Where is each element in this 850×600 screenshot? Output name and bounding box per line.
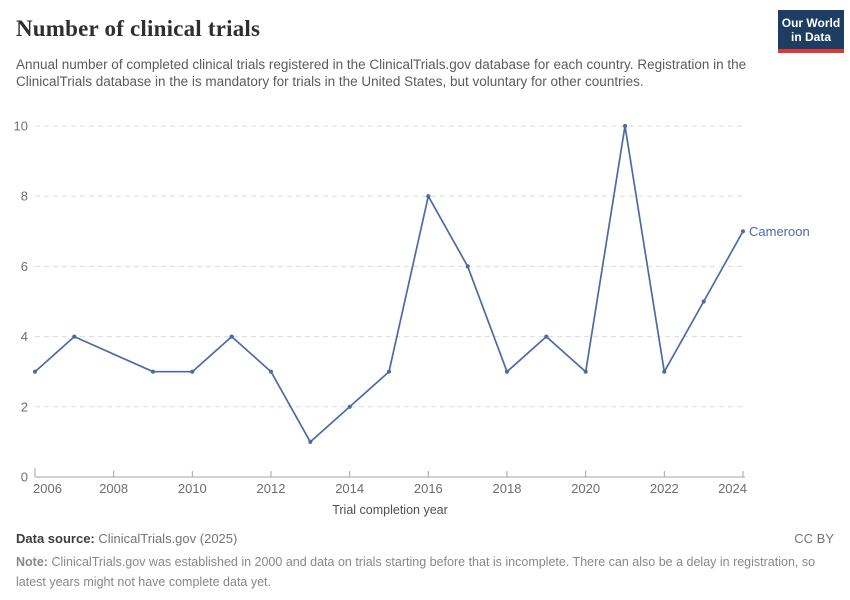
data-point[interactable]	[622, 123, 628, 129]
data-point[interactable]	[150, 369, 156, 374]
license-link[interactable]: CC BY	[794, 531, 834, 546]
owid-logo[interactable]: Our World in Data	[778, 10, 844, 53]
x-axis	[34, 468, 745, 478]
chart-footer: Data source: ClinicalTrials.gov (2025) C…	[16, 531, 834, 592]
y-tick-label: 0	[21, 470, 28, 485]
data-point[interactable]	[229, 334, 234, 339]
y-tick-label: 6	[21, 259, 28, 274]
y-tick-label: 4	[21, 329, 28, 344]
x-tick-label: 2016	[414, 481, 443, 496]
footer-note: Note: ClinicalTrials.gov was established…	[16, 552, 834, 592]
y-axis-labels: 0 2 4 6 8 10	[14, 119, 28, 485]
subtitle-line: Annual number of completed clinical tria…	[16, 57, 634, 72]
data-point[interactable]	[426, 194, 431, 199]
data-line[interactable]	[34, 125, 744, 443]
data-point[interactable]	[740, 229, 746, 234]
data-point[interactable]	[190, 369, 195, 374]
data-source-link[interactable]: ClinicalTrials.gov (2025)	[98, 531, 238, 546]
data-point[interactable]	[347, 404, 352, 409]
x-tick-label: 2006	[33, 481, 62, 496]
data-point[interactable]	[544, 334, 549, 339]
page-title: Number of clinical trials	[16, 16, 261, 41]
data-point[interactable]	[701, 299, 706, 304]
y-gridlines	[35, 125, 745, 408]
chart-subtitle: Annual number of completed clinical tria…	[16, 56, 761, 90]
data-point[interactable]	[662, 369, 667, 374]
data-point[interactable]	[583, 369, 588, 374]
data-source: Data source: ClinicalTrials.gov (2025)	[16, 531, 237, 546]
x-tick-label: 2022	[650, 481, 679, 496]
data-source-label: Data source:	[16, 531, 95, 546]
x-axis-labels: 2006 2008 2010 2012 2014 2016 2018 2020 2022 2024	[33, 481, 747, 496]
x-tick-label: 2012	[257, 481, 286, 496]
data-point[interactable]	[465, 264, 470, 269]
data-point[interactable]	[268, 369, 274, 374]
y-tick-label: 2	[21, 399, 28, 414]
x-tick-label: 2018	[493, 481, 522, 496]
data-point[interactable]	[308, 439, 313, 444]
series-cameroon[interactable]: Cameroon	[32, 123, 810, 444]
y-tick-label: 8	[21, 189, 28, 204]
x-axis-title: Trial completion year	[332, 503, 448, 517]
x-tick-label: 2008	[99, 481, 128, 496]
series-end-label[interactable]: Cameroon	[749, 224, 810, 239]
data-point[interactable]	[504, 369, 510, 374]
x-tick-label: 2020	[571, 481, 600, 496]
x-tick-label: 2024	[718, 481, 747, 496]
x-tick-label: 2014	[335, 481, 364, 496]
subtitle-line: Registration in the ClinicalTrials datab…	[16, 57, 747, 89]
data-point[interactable]	[386, 369, 392, 374]
y-tick-label: 10	[14, 119, 28, 134]
footer-source-row: Data source: ClinicalTrials.gov (2025) C…	[16, 531, 834, 546]
subtitle-line: other countries.	[550, 74, 644, 89]
data-point[interactable]	[72, 334, 77, 339]
x-tick-label: 2010	[178, 481, 207, 496]
footer-note-label: Note:	[16, 555, 48, 569]
owid-logo-line1: Our World	[781, 16, 841, 30]
owid-logo-line2: in Data	[790, 30, 831, 44]
footer-note-text: ClinicalTrials.gov was established in 20…	[16, 555, 816, 589]
data-point[interactable]	[32, 369, 38, 374]
